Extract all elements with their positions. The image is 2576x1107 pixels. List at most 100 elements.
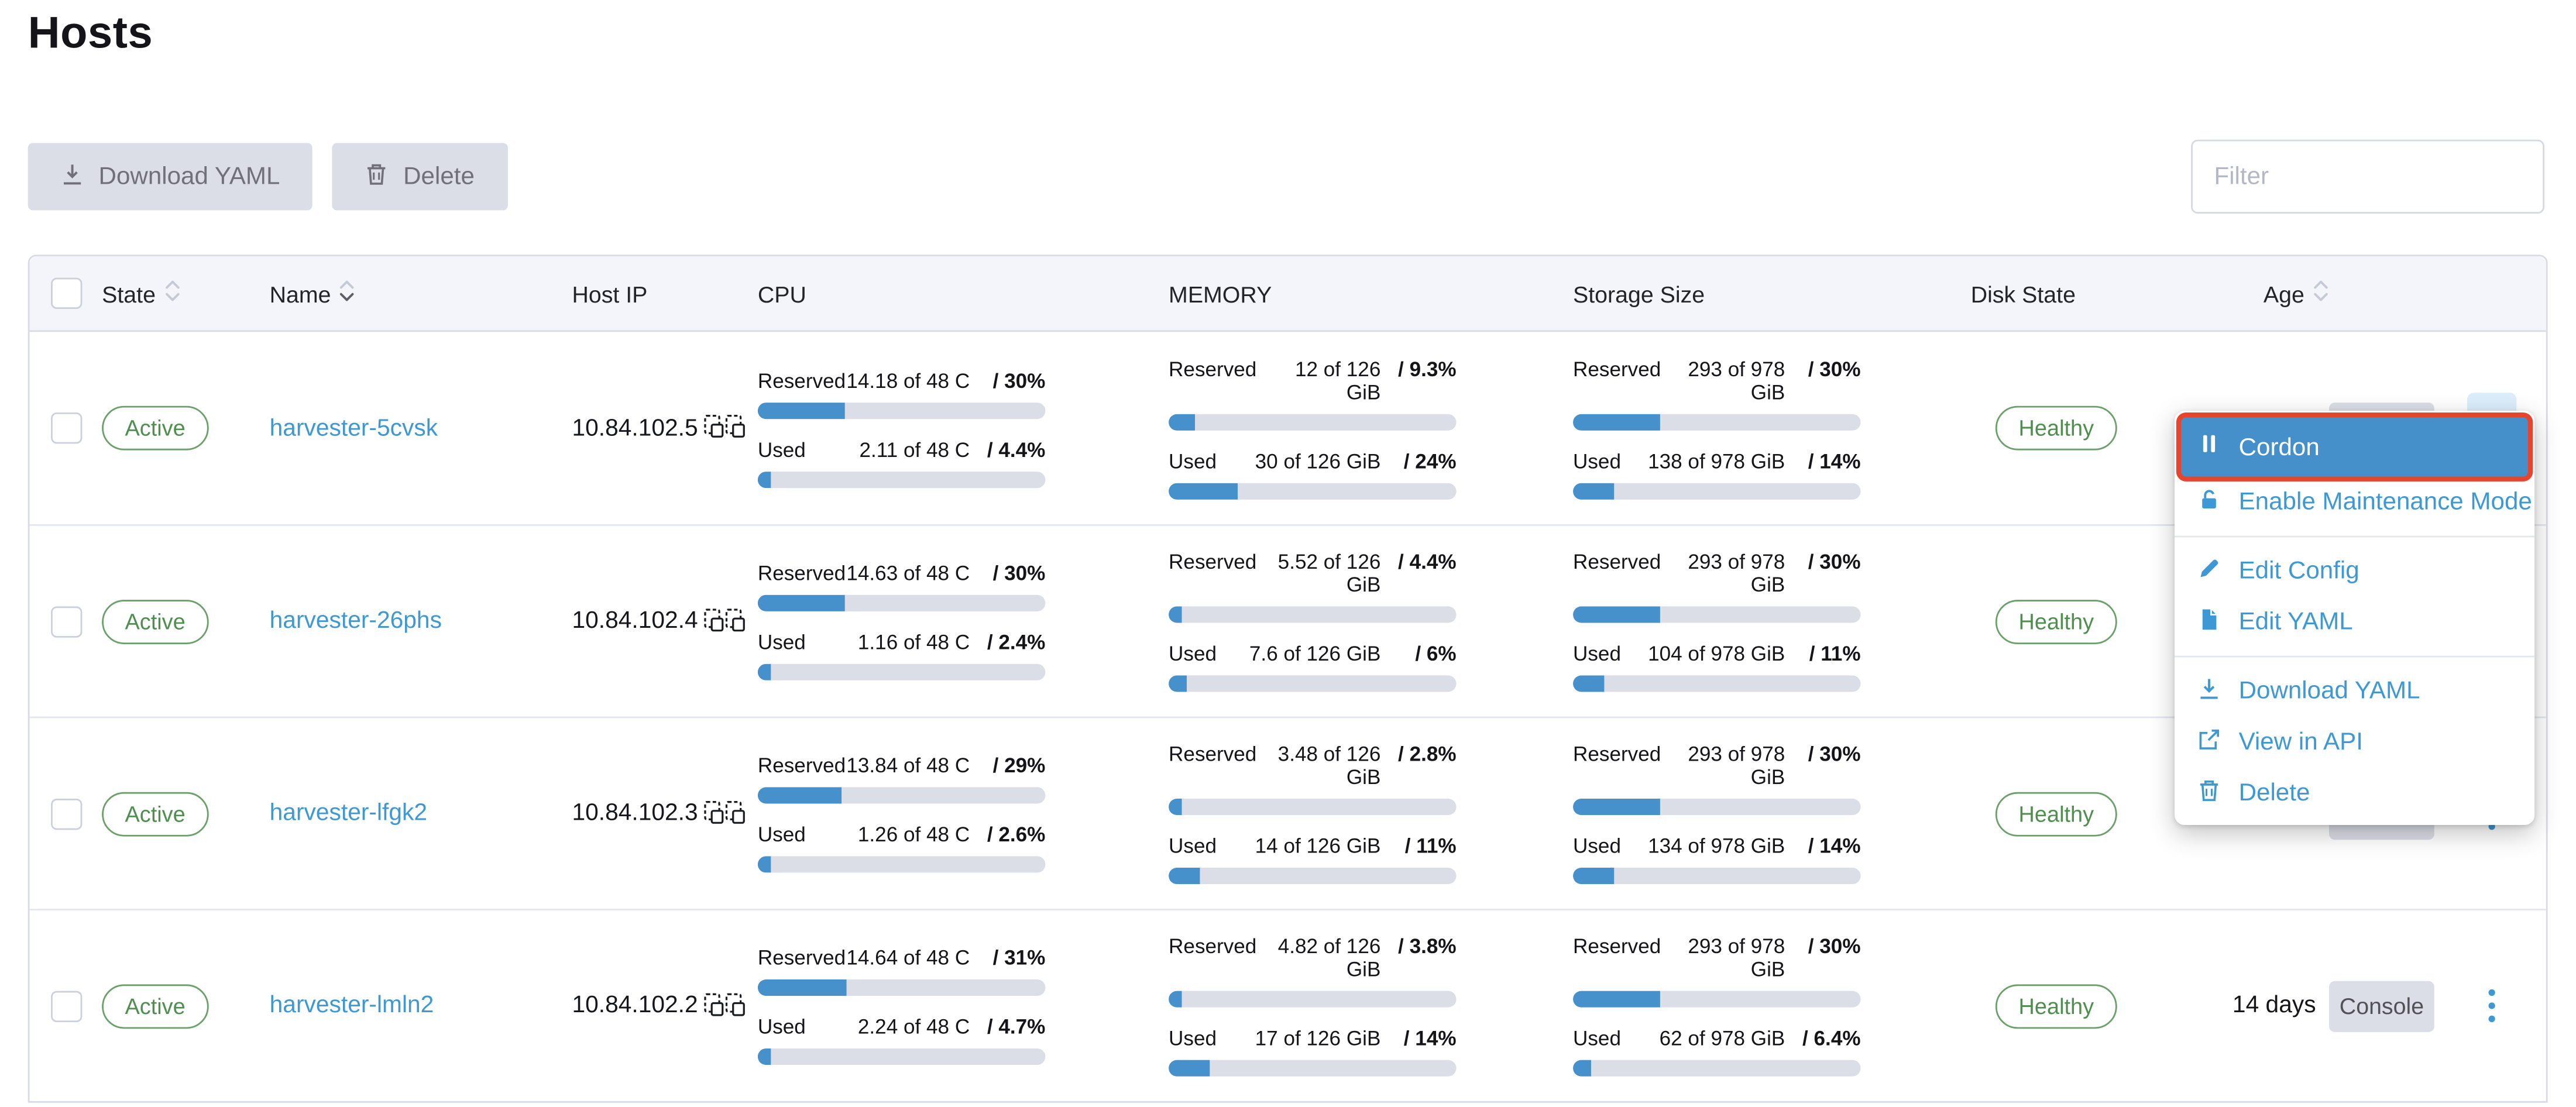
console-button[interactable]: Console	[2329, 980, 2434, 1032]
memory-used-bar	[1169, 1060, 1457, 1077]
reserved-label: Reserved	[1169, 935, 1257, 958]
row-checkbox[interactable]	[50, 990, 82, 1022]
memory-used-percent: / 24%	[1403, 449, 1457, 473]
cpu-used-value: 1.16 of 48 C	[857, 631, 970, 654]
cpu-used-percent: / 2.4%	[987, 631, 1046, 654]
trash-icon	[2197, 778, 2220, 808]
cpu-reserved-value: 14.63 of 48 C	[846, 562, 970, 585]
memory-reserved-value: 4.82 of 126 GiB	[1277, 935, 1381, 981]
reserved-label: Reserved	[757, 946, 846, 970]
column-header-disk-state: Disk State	[1970, 280, 2076, 307]
storage-reserved-bar	[1573, 606, 1861, 623]
table-row-harvester-lmln2: Active harvester-lmln2 10.84.102.2 Reser…	[29, 909, 2546, 1101]
used-label: Used	[1573, 642, 1622, 666]
cpu-reserved-value: 14.18 of 48 C	[846, 369, 970, 392]
cpu-reserved-bar	[757, 401, 1046, 418]
storage-cell: Reserved 293 of 978 GiB / 30% Used 62 of 97…	[1573, 935, 1971, 1077]
storage-reserved-percent: / 30%	[1808, 935, 1861, 958]
state-badge: Active	[102, 984, 209, 1028]
used-label: Used	[1573, 834, 1622, 858]
copy-icon[interactable]	[703, 414, 746, 445]
storage-reserved-value: 293 of 978 GiB	[1688, 357, 1785, 404]
download-yaml-button[interactable]: Download YAML	[28, 143, 313, 211]
memory-reserved-value: 3.48 of 126 GiB	[1277, 742, 1381, 789]
state-badge: Active	[102, 791, 209, 836]
storage-cell: Reserved 293 of 978 GiB / 30% Used 134 of 9…	[1573, 743, 1971, 885]
storage-reserved-bar	[1573, 799, 1861, 816]
reserved-label: Reserved	[1573, 742, 1661, 766]
column-header-name[interactable]: Name	[270, 278, 572, 309]
table-row-harvester-5cvsk: Active harvester-5cvsk 10.84.102.5 Reser…	[30, 332, 2546, 524]
menu-item-cordon[interactable]: Cordon	[2181, 417, 2528, 477]
column-header-memory: MEMORY	[1169, 280, 1272, 307]
row-checkbox[interactable]	[50, 412, 82, 444]
used-label: Used	[757, 1015, 806, 1039]
copy-icon[interactable]	[703, 607, 746, 638]
memory-reserved-percent: / 2.8%	[1398, 742, 1457, 766]
menu-item-delete[interactable]: Delete	[2181, 768, 2528, 819]
storage-reserved-percent: / 30%	[1808, 357, 1861, 381]
column-header-state[interactable]: State	[102, 278, 269, 309]
storage-used-value: 134 of 978 GiB	[1648, 834, 1785, 858]
row-checkbox[interactable]	[50, 605, 82, 637]
storage-cell: Reserved 293 of 978 GiB / 30% Used 138 of 9…	[1573, 357, 1971, 499]
reserved-label: Reserved	[757, 369, 846, 392]
cpu-reserved-percent: / 30%	[992, 562, 1046, 585]
memory-reserved-bar	[1169, 413, 1457, 430]
storage-reserved-bar	[1573, 413, 1861, 430]
cpu-used-percent: / 4.4%	[987, 438, 1046, 461]
menu-item-edit-yaml[interactable]: Edit YAML	[2181, 597, 2528, 648]
row-checkbox[interactable]	[50, 797, 82, 829]
cpu-used-bar	[757, 856, 1046, 873]
sort-chevrons-icon	[164, 278, 180, 309]
host-ip: 10.84.102.2	[572, 992, 698, 1019]
state-badge: Active	[102, 405, 209, 451]
memory-reserved-value: 5.52 of 126 GiB	[1277, 550, 1381, 597]
reserved-label: Reserved	[757, 562, 846, 585]
row-actions-menu-button[interactable]	[2467, 970, 2516, 1042]
column-header-age[interactable]: Age	[2142, 278, 2329, 309]
menu-item-view-in-api[interactable]: View in API	[2181, 717, 2528, 768]
trash-icon	[366, 162, 389, 192]
used-label: Used	[1573, 449, 1622, 473]
storage-used-percent: / 14%	[1808, 834, 1861, 858]
storage-used-value: 138 of 978 GiB	[1648, 449, 1785, 473]
bulk-actions-toolbar: Download YAML Delete	[28, 143, 508, 211]
unlock-icon	[2197, 487, 2220, 517]
memory-used-value: 14 of 126 GiB	[1255, 834, 1381, 858]
filter-input[interactable]	[2191, 139, 2545, 214]
storage-reserved-percent: / 30%	[1808, 550, 1861, 574]
storage-used-value: 104 of 978 GiB	[1648, 642, 1785, 666]
host-name-link[interactable]: harvester-lmln2	[269, 992, 434, 1019]
menu-item-edit-config[interactable]: Edit Config	[2181, 545, 2528, 596]
memory-used-value: 7.6 of 126 GiB	[1249, 642, 1381, 666]
storage-used-percent: / 6.4%	[1802, 1027, 1861, 1050]
memory-used-percent: / 14%	[1403, 1027, 1457, 1050]
select-all-checkbox[interactable]	[50, 277, 82, 310]
pencil-icon	[2197, 556, 2220, 586]
cpu-used-value: 1.26 of 48 C	[857, 823, 970, 847]
host-name-link[interactable]: harvester-26phs	[269, 608, 442, 635]
column-header-storage-size: Storage Size	[1573, 280, 1705, 307]
host-name-link[interactable]: harvester-lfgk2	[269, 800, 428, 827]
sort-chevrons-icon	[339, 278, 356, 309]
memory-used-bar	[1169, 482, 1457, 499]
host-ip: 10.84.102.5	[572, 415, 698, 442]
storage-used-bar	[1573, 675, 1861, 692]
download-icon	[61, 162, 84, 192]
memory-cell: Reserved 12 of 126 GiB / 9.3% Used 30 of 12…	[1169, 357, 1573, 499]
memory-used-percent: / 11%	[1404, 834, 1457, 858]
delete-button[interactable]: Delete	[332, 143, 508, 211]
copy-icon[interactable]	[703, 992, 746, 1023]
storage-used-percent: / 14%	[1808, 449, 1861, 473]
memory-reserved-percent: / 4.4%	[1398, 550, 1457, 574]
disk-state-badge: Healthy	[1995, 405, 2117, 451]
host-name-link[interactable]: harvester-5cvsk	[269, 415, 438, 442]
hosts-page: Hosts Download YAML Delete State Name Ho…	[0, 8, 2576, 1106]
menu-item-enable-maintenance-mode[interactable]: Enable Maintenance Mode	[2181, 477, 2532, 528]
memory-reserved-percent: / 3.8%	[1398, 935, 1457, 958]
storage-reserved-value: 293 of 978 GiB	[1688, 935, 1785, 981]
menu-item-download-yaml[interactable]: Download YAML	[2181, 666, 2528, 717]
cpu-reserved-percent: / 29%	[992, 754, 1046, 778]
copy-icon[interactable]	[703, 799, 746, 830]
